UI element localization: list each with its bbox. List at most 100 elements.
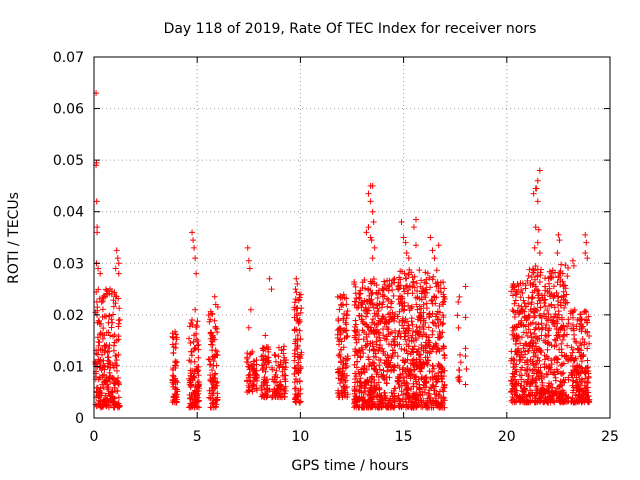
data-point: [532, 340, 539, 347]
data-point: [405, 384, 412, 391]
data-point: [394, 378, 401, 385]
data-point: [513, 288, 520, 295]
data-point: [398, 306, 405, 313]
data-point: [511, 300, 518, 307]
data-point: [363, 229, 370, 236]
data-point: [570, 308, 577, 315]
data-point: [551, 292, 558, 299]
data-point: [187, 339, 194, 346]
data-point: [384, 277, 391, 284]
data-point: [367, 287, 374, 294]
data-point: [259, 365, 266, 372]
data-point: [291, 364, 298, 371]
data-point: [113, 367, 120, 374]
data-point: [189, 367, 196, 374]
data-point: [420, 317, 427, 324]
data-point: [191, 374, 198, 381]
data-point: [518, 287, 525, 294]
data-point: [192, 383, 199, 390]
x-tick-label: 15: [395, 429, 413, 445]
data-point: [380, 375, 387, 382]
data-point: [417, 392, 424, 399]
data-point: [109, 319, 116, 326]
data-point: [573, 366, 580, 373]
data-point: [412, 294, 419, 301]
data-point: [418, 288, 425, 295]
data-point: [106, 359, 113, 366]
data-point: [116, 305, 123, 312]
data-point: [334, 327, 341, 334]
x-tick-label: 20: [498, 429, 516, 445]
data-point: [101, 363, 108, 370]
data-point: [379, 291, 386, 298]
data-point: [440, 395, 447, 402]
data-point: [354, 326, 361, 333]
data-point: [408, 372, 415, 379]
data-point: [192, 255, 199, 262]
data-point: [519, 364, 526, 371]
data-point: [356, 388, 363, 395]
data-point: [546, 380, 553, 387]
data-point: [282, 359, 289, 366]
data-point: [542, 313, 549, 320]
data-point: [511, 391, 518, 398]
data-point: [524, 277, 531, 284]
data-point: [576, 346, 583, 353]
data-point: [535, 345, 542, 352]
data-point: [582, 249, 589, 256]
data-point: [187, 320, 194, 327]
data-point: [207, 341, 214, 348]
data-point: [425, 390, 432, 397]
data-point: [426, 387, 433, 394]
data-point: [437, 403, 444, 410]
data-point: [416, 356, 423, 363]
data-point: [403, 249, 410, 256]
y-tick-label: 0.03: [53, 256, 84, 272]
data-point: [512, 348, 519, 355]
data-point: [189, 317, 196, 324]
data-point: [394, 353, 401, 360]
data-point: [365, 307, 372, 314]
data-point: [243, 377, 250, 384]
data-point: [94, 224, 101, 231]
data-point: [454, 312, 461, 319]
data-point: [527, 279, 534, 286]
data-point: [574, 345, 581, 352]
data-point: [544, 346, 551, 353]
data-point: [370, 219, 377, 226]
data-point: [519, 306, 526, 313]
data-point: [439, 378, 446, 385]
data-point: [294, 342, 301, 349]
data-point: [517, 382, 524, 389]
data-point: [172, 328, 179, 335]
data-point: [578, 352, 585, 359]
data-point: [373, 382, 380, 389]
data-point: [441, 354, 448, 361]
data-point: [389, 347, 396, 354]
data-point: [386, 282, 393, 289]
data-point: [334, 293, 341, 300]
data-point: [259, 357, 266, 364]
data-point: [557, 362, 564, 369]
data-point: [410, 383, 417, 390]
data-point: [354, 397, 361, 404]
data-point: [376, 334, 383, 341]
data-point: [539, 379, 546, 386]
data-point: [280, 350, 287, 357]
data-point: [169, 372, 176, 379]
data-point: [258, 393, 265, 400]
data-point: [296, 291, 303, 298]
data-point: [169, 341, 176, 348]
data-point: [557, 268, 564, 275]
data-point: [564, 342, 571, 349]
y-tick-label: 0.01: [53, 359, 84, 375]
data-point: [170, 344, 177, 351]
data-point: [291, 379, 298, 386]
data-point: [428, 297, 435, 304]
data-point: [403, 282, 410, 289]
data-point: [549, 267, 556, 274]
data-point: [560, 323, 567, 330]
data-point: [574, 316, 581, 323]
data-point: [253, 385, 260, 392]
data-point: [379, 301, 386, 308]
